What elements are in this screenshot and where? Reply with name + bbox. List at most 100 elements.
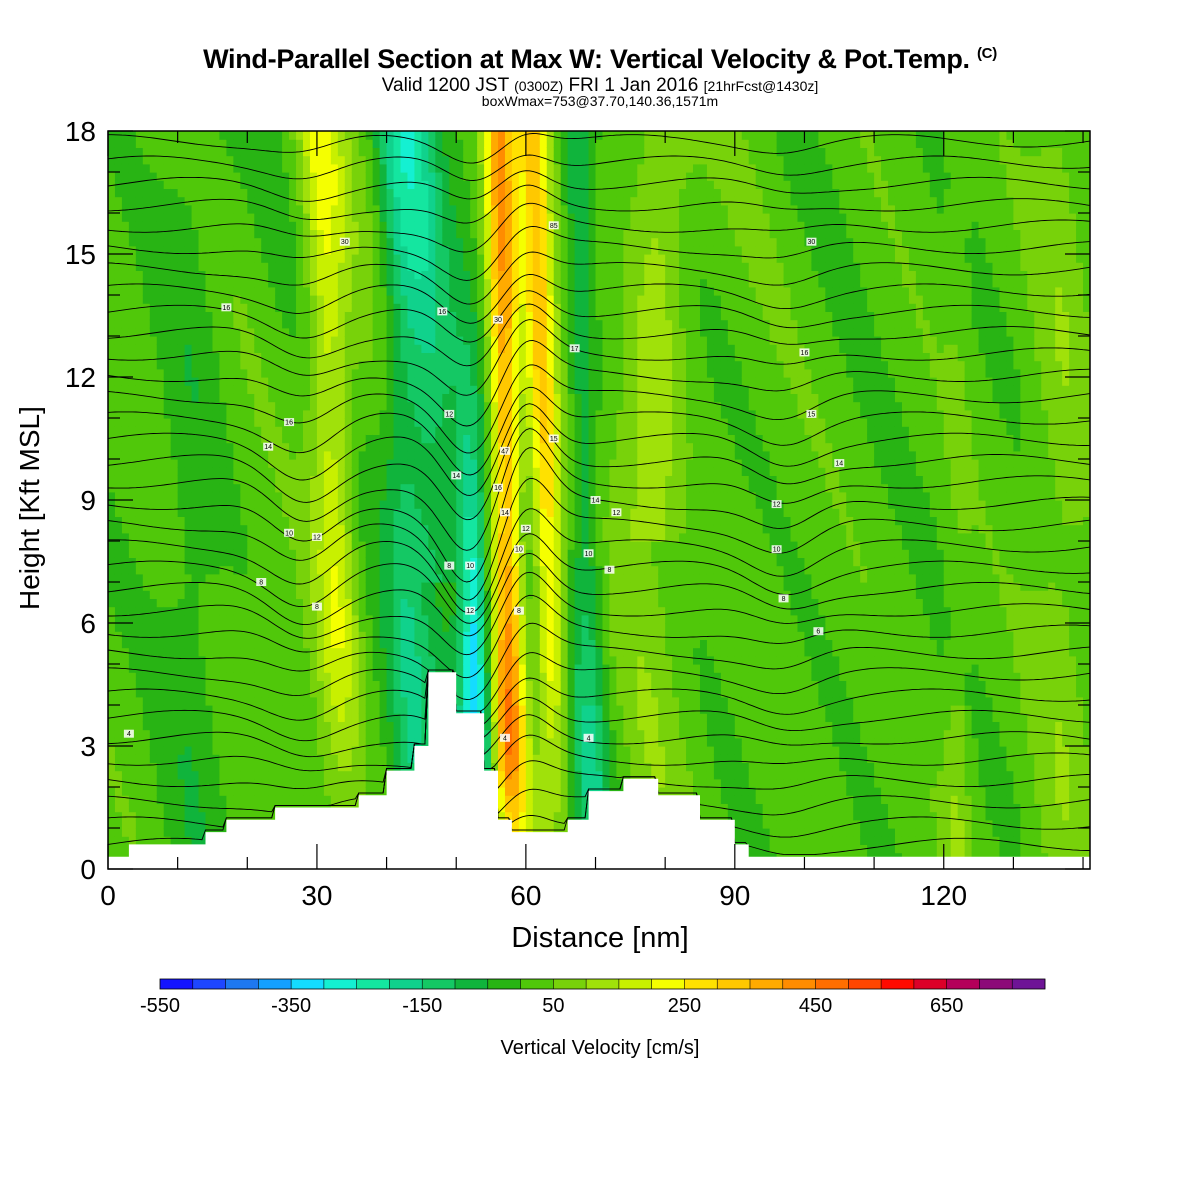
velocity-cell — [296, 787, 304, 796]
velocity-cell — [114, 204, 123, 214]
velocity-cell — [108, 582, 116, 591]
velocity-cell — [142, 836, 151, 845]
velocity-cell — [463, 598, 471, 608]
velocity-cell — [268, 549, 276, 558]
velocity-cell — [149, 393, 158, 403]
velocity-cell — [149, 819, 158, 829]
velocity-cell — [442, 639, 450, 649]
velocity-cell — [414, 278, 422, 288]
velocity-cell — [330, 655, 339, 665]
velocity-cell — [121, 229, 130, 239]
velocity-cell — [205, 524, 214, 534]
velocity-cell — [282, 286, 290, 296]
velocity-cell — [449, 475, 457, 485]
velocity-cell — [449, 598, 457, 608]
velocity-cell — [268, 483, 276, 493]
velocity-cell — [309, 623, 318, 632]
velocity-cell — [114, 582, 123, 591]
velocity-cell — [330, 614, 339, 624]
velocity-cell — [184, 295, 193, 304]
velocity-cell — [268, 418, 276, 427]
velocity-cell — [379, 770, 388, 780]
velocity-cell — [365, 459, 374, 468]
velocity-cell — [219, 426, 227, 435]
velocity-cell — [337, 401, 346, 411]
velocity-cell — [233, 459, 241, 468]
velocity-cell — [484, 295, 492, 304]
velocity-cell — [442, 229, 450, 239]
velocity-cell — [233, 787, 241, 796]
velocity-cell — [226, 319, 234, 329]
velocity-cell — [449, 196, 457, 206]
velocity-cell — [358, 377, 367, 386]
velocity-cell — [477, 614, 485, 624]
velocity-cell — [149, 163, 158, 173]
velocity-cell — [365, 631, 374, 640]
velocity-cell — [435, 639, 443, 649]
velocity-cell — [379, 377, 388, 386]
valid-prefix: Valid 1200 JST — [381, 75, 509, 96]
velocity-cell — [114, 729, 123, 739]
velocity-cell — [456, 418, 464, 427]
velocity-cell — [386, 286, 395, 296]
velocity-cell — [212, 344, 221, 353]
velocity-cell — [121, 319, 130, 329]
velocity-cell — [170, 582, 179, 591]
velocity-cell — [435, 549, 443, 558]
velocity-cell — [268, 327, 276, 337]
velocity-cell — [163, 295, 172, 304]
velocity-cell — [330, 721, 339, 731]
velocity-cell — [414, 639, 422, 649]
velocity-cell — [177, 500, 186, 509]
velocity-cell — [254, 705, 262, 714]
velocity-cell — [198, 598, 207, 608]
velocity-cell — [121, 614, 130, 624]
velocity-cell — [282, 368, 290, 378]
velocity-cell — [296, 155, 304, 165]
velocity-cell — [282, 680, 290, 690]
velocity-cell — [365, 721, 374, 731]
velocity-cell — [191, 696, 200, 706]
velocity-cell — [191, 778, 200, 788]
velocity-cell — [135, 131, 144, 140]
velocity-cell — [247, 155, 255, 165]
velocity-cell — [456, 516, 464, 526]
velocity-cell — [261, 475, 269, 485]
velocity-cell — [365, 270, 374, 280]
velocity-cell — [289, 434, 297, 444]
velocity-cell — [254, 590, 262, 599]
velocity-cell — [268, 803, 276, 813]
velocity-cell — [121, 565, 130, 575]
velocity-cell — [282, 500, 290, 509]
velocity-cell — [184, 434, 193, 444]
velocity-cell — [303, 606, 311, 616]
velocity-cell — [108, 327, 116, 337]
velocity-cell — [135, 565, 144, 575]
velocity-cell — [163, 475, 172, 485]
velocity-cell — [198, 778, 207, 788]
velocity-cell — [358, 311, 367, 321]
velocity-cell — [323, 147, 332, 157]
velocity-cell — [372, 172, 381, 181]
velocity-cell — [219, 286, 227, 296]
velocity-cell — [296, 442, 304, 452]
velocity-cell — [442, 368, 450, 378]
velocity-cell — [247, 500, 255, 509]
velocity-cell — [372, 229, 381, 239]
velocity-cell — [358, 631, 367, 640]
velocity-cell — [337, 352, 346, 362]
velocity-cell — [163, 401, 172, 411]
velocity-cell — [233, 541, 241, 550]
velocity-cell — [233, 524, 241, 534]
velocity-cell — [282, 713, 290, 722]
velocity-cell — [149, 516, 158, 526]
velocity-cell — [254, 434, 262, 444]
velocity-cell — [247, 344, 255, 353]
velocity-cell — [226, 696, 234, 706]
velocity-cell — [337, 606, 346, 616]
velocity-cell — [330, 278, 339, 288]
velocity-cell — [470, 664, 478, 673]
velocity-cell — [358, 229, 367, 239]
velocity-cell — [142, 426, 151, 435]
velocity-cell — [309, 245, 318, 255]
